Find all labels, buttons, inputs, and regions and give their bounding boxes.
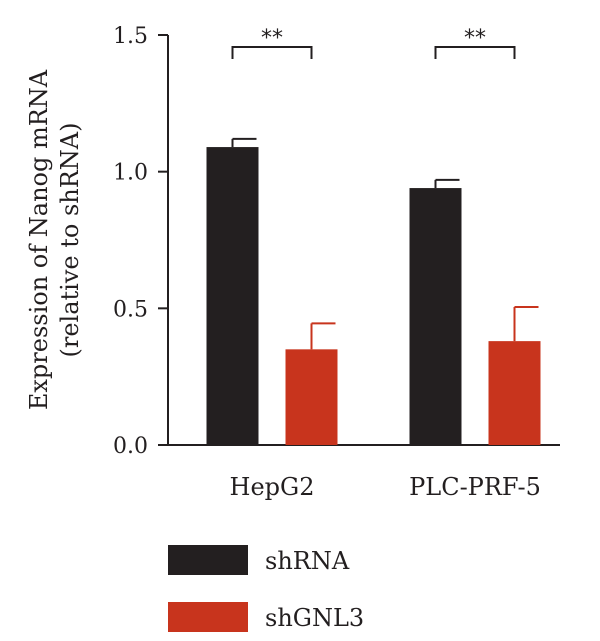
y-tick-label: 1.0	[113, 161, 148, 186]
y-tick-label: 0.0	[113, 434, 148, 459]
y-tick-label: 1.5	[113, 24, 148, 49]
x-axis-labels: HepG2 PLC-PRF-5	[230, 473, 541, 501]
x-category-label: PLC-PRF-5	[409, 473, 541, 501]
bar-group	[206, 137, 541, 446]
y-axis-title-line2: (relative to shRNA)	[56, 123, 84, 358]
y-axis-title: Expression of Nanog mRNA (relative to sh…	[25, 69, 84, 410]
legend-swatch-shRNA	[168, 545, 248, 575]
legend-label: shRNA	[265, 547, 350, 575]
legend-swatch-shGNL3	[168, 602, 248, 632]
significance-label: **	[464, 26, 486, 51]
bar-shRNA-HepG2	[206, 147, 259, 446]
legend-label: shGNL3	[265, 604, 364, 632]
significance-bracket	[434, 46, 516, 59]
significance-bracket	[231, 46, 313, 59]
bar-shRNA-PLC-PRF-5	[409, 188, 462, 446]
bar-shGNL3-HepG2	[285, 349, 338, 445]
significance-label: **	[261, 26, 283, 51]
significance-brackets: ** **	[231, 26, 516, 59]
legend: shRNA shGNL3	[168, 545, 364, 632]
y-tick-label: 0.5	[113, 297, 148, 322]
y-axis-title-line1: Expression of Nanog mRNA	[25, 69, 53, 410]
x-category-label: HepG2	[230, 473, 315, 501]
bar-shGNL3-PLC-PRF-5	[488, 341, 541, 445]
